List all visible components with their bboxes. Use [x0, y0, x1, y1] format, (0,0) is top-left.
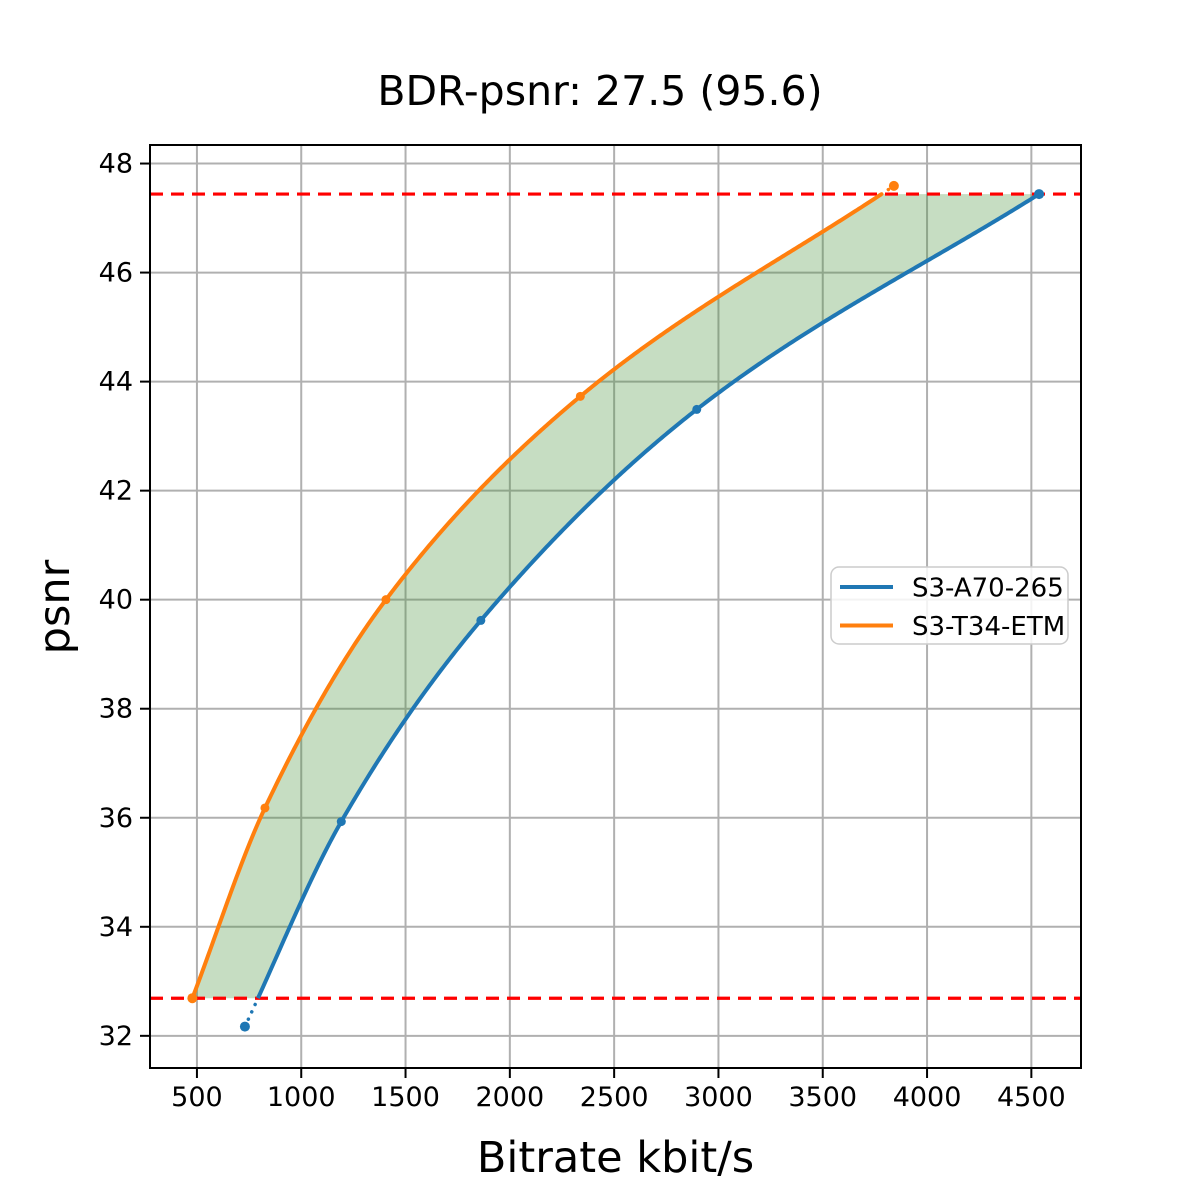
data-point-marker	[239, 1021, 250, 1032]
x-tick-label: 4500	[997, 1082, 1066, 1113]
x-tick-label: 3500	[788, 1082, 857, 1113]
legend: S3-A70-265 S3-T34-ETM	[830, 566, 1069, 645]
shaded-region	[192, 194, 1040, 999]
y-tick-label: 46	[99, 258, 133, 289]
series-S3-T34-ETM	[187, 180, 899, 1004]
x-tick-label: 2500	[580, 1082, 649, 1113]
x-tick-label: 4000	[893, 1082, 962, 1113]
x-tick-label: 2000	[475, 1082, 544, 1113]
y-tick-label: 34	[99, 912, 133, 943]
data-point-marker	[260, 803, 270, 813]
y-tick-label: 38	[99, 694, 133, 725]
chart-title: BDR-psnr: 27.5 (95.6)	[377, 67, 823, 115]
data-point-marker	[692, 404, 702, 414]
series-line-dotted	[243, 996, 260, 1029]
series-line-dotted	[879, 184, 896, 196]
y-tick-label: 40	[99, 585, 133, 616]
data-point-marker	[575, 391, 585, 401]
data-point-marker	[187, 993, 198, 1004]
x-tick-label: 1500	[371, 1082, 440, 1113]
data-point-marker	[381, 595, 391, 605]
x-axis-label: Bitrate kbit/s	[476, 1133, 755, 1183]
y-tick-label: 36	[99, 803, 133, 834]
y-tick-label: 48	[99, 149, 133, 180]
x-tick-label: 3000	[684, 1082, 753, 1113]
y-axis-label: psnr	[30, 559, 80, 655]
series-line	[190, 192, 883, 999]
data-point-marker	[336, 817, 346, 827]
series-S3-A70-265	[239, 189, 1045, 1032]
data-point-marker	[888, 180, 899, 191]
legend-label: S3-A70-265	[912, 574, 1064, 604]
legend-label: S3-T34-ETM	[912, 612, 1065, 642]
y-tick-label: 44	[99, 367, 133, 398]
axes-ticks: 500 1000 1500 2000 2500 3000 3500 4000 4500 32 34 3…	[99, 149, 1066, 1113]
data-point-marker	[1034, 189, 1045, 200]
x-tick-label: 500	[171, 1082, 223, 1113]
series-line	[256, 192, 1041, 1000]
y-tick-label: 32	[99, 1021, 133, 1052]
x-tick-label: 1000	[267, 1082, 336, 1113]
plot-border	[149, 144, 1082, 1069]
data-point-marker	[476, 615, 486, 625]
y-tick-label: 42	[99, 476, 133, 507]
